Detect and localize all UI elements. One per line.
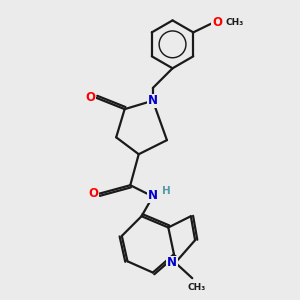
Text: N: N [148, 189, 158, 203]
Text: H: H [162, 186, 171, 197]
Text: O: O [212, 16, 222, 29]
Text: O: O [85, 92, 95, 104]
Text: CH₃: CH₃ [225, 18, 244, 27]
Text: O: O [89, 187, 99, 200]
Text: CH₃: CH₃ [188, 283, 206, 292]
Text: N: N [148, 94, 158, 107]
Text: N: N [167, 256, 177, 269]
